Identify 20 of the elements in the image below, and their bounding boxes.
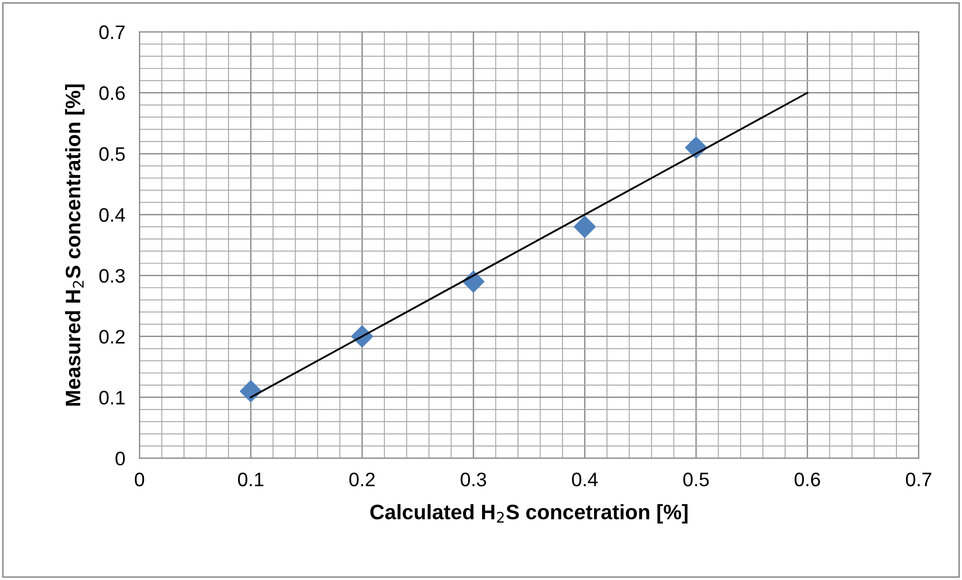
x-tick-label: 0.4	[572, 472, 598, 486]
x-tick-label: 0.2	[349, 472, 375, 486]
y-tick-label: 0.3	[99, 268, 125, 283]
x-axis-title: Calculated H$_{2}$S concetration [%]	[370, 504, 688, 524]
x-tick-label: 0.7	[906, 472, 932, 486]
y-tick-label: 0.6	[99, 86, 125, 100]
y-tick-label: 0.7	[99, 25, 125, 40]
point	[574, 216, 596, 238]
x-tick-label: 0	[134, 472, 144, 486]
x-tick-label: 0.3	[460, 472, 486, 486]
x-tick-label: 0.6	[794, 472, 820, 486]
y-tick-label: 0.4	[99, 208, 126, 222]
y-tick-label: 0	[116, 452, 125, 466]
y-tick-label: 0.1	[99, 390, 125, 405]
y-tick-label: 0.2	[99, 330, 125, 344]
x-tick-label: 0.5	[683, 472, 709, 486]
x-tick-label: 0.1	[238, 472, 264, 486]
y-axis-title: Measured H$_{2}$S concentration [%]	[65, 84, 85, 406]
point	[240, 380, 262, 402]
y-tick-label: 0.5	[99, 147, 125, 161]
